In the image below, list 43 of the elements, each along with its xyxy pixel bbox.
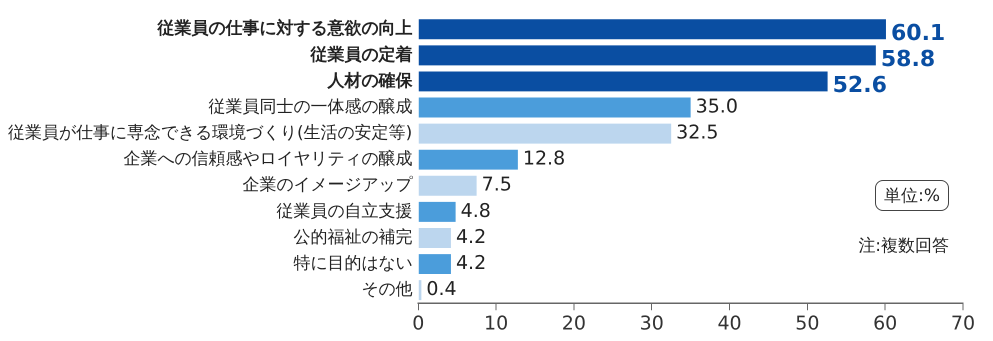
data-label: 52.6 xyxy=(832,73,887,98)
data-label: 58.8 xyxy=(880,47,936,72)
bar xyxy=(418,280,422,300)
bar xyxy=(418,202,456,222)
data-label: 0.4 xyxy=(426,278,457,300)
data-label: 32.5 xyxy=(676,122,718,144)
y-tick-label: 企業のイメージアップ xyxy=(242,175,414,196)
bar xyxy=(418,19,886,40)
bar xyxy=(418,150,518,170)
data-label: 4.2 xyxy=(456,226,486,248)
data-label: 7.5 xyxy=(482,174,512,196)
y-tick-label: その他 xyxy=(361,280,412,300)
bar xyxy=(418,45,876,66)
bar xyxy=(418,124,672,144)
y-tick-label: 特に目的はない xyxy=(293,253,412,274)
bar xyxy=(418,228,451,248)
x-tick-label: 70 xyxy=(950,312,976,335)
x-tick-label: 40 xyxy=(717,312,742,335)
bar xyxy=(418,176,477,196)
data-label: 12.8 xyxy=(522,148,566,170)
y-tick-label: 公的福祉の補完 xyxy=(293,227,412,248)
y-tick-label: 人材の確保 xyxy=(326,70,414,91)
y-tick-label: 従業員の仕事に対する意欲の向上 xyxy=(156,18,412,39)
y-tick-label: 従業員の定着 xyxy=(309,44,412,65)
bar xyxy=(418,71,828,92)
bar xyxy=(418,98,691,118)
x-tick-label: 50 xyxy=(795,312,820,335)
y-tick-label: 企業への信頼感やロイヤリティの醸成 xyxy=(123,149,412,170)
data-label: 4.2 xyxy=(456,252,486,274)
data-label: 35.0 xyxy=(696,95,738,118)
x-tick-label: 0 xyxy=(412,312,424,335)
data-label: 60.1 xyxy=(890,20,946,46)
x-tick-label: 60 xyxy=(873,312,898,335)
y-tick-label: 従業員が仕事に専念できる環境づくり(生活の安定等) xyxy=(8,123,412,144)
x-tick-label: 10 xyxy=(484,312,508,335)
bar xyxy=(418,254,451,274)
data-label: 4.8 xyxy=(460,200,491,222)
y-tick-label: 従業員の自立支援 xyxy=(276,201,412,222)
x-tick-label: 20 xyxy=(562,312,586,335)
x-tick-label: 30 xyxy=(640,312,664,335)
annotation: 単位:% xyxy=(875,180,949,211)
y-tick-label: 従業員同士の一体感の醸成 xyxy=(208,96,412,117)
annotation: 注:複数回答 xyxy=(858,235,949,257)
